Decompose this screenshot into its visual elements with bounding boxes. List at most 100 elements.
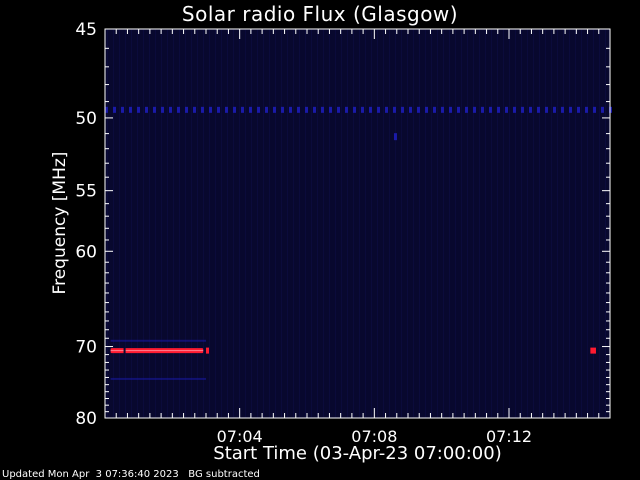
band-dot xyxy=(353,106,356,113)
x-axis-label: Start Time (03-Apr-23 07:00:00) xyxy=(213,443,502,464)
band-dot xyxy=(289,106,292,113)
band-dot xyxy=(265,106,268,113)
band-dot xyxy=(217,106,220,113)
noise-stripe xyxy=(533,29,534,418)
band-dot xyxy=(401,106,404,113)
y-tick-label: 70 xyxy=(75,338,97,358)
noise-stripe xyxy=(395,29,396,418)
noise-stripe xyxy=(149,29,150,418)
band-dot xyxy=(481,106,484,113)
background-noise xyxy=(107,29,606,418)
noise-stripe xyxy=(581,29,582,418)
noise-stripe xyxy=(329,29,330,418)
band-dot xyxy=(385,106,388,113)
x-tick-label: 07:08 xyxy=(351,427,397,446)
noise-stripe xyxy=(239,29,240,418)
noise-stripe xyxy=(335,29,336,418)
noise-stripe xyxy=(563,29,564,418)
noise-stripe xyxy=(125,29,126,418)
noise-stripe xyxy=(491,29,492,418)
band-dot xyxy=(553,106,556,113)
noise-stripe xyxy=(449,29,450,418)
band-dot xyxy=(409,106,412,113)
strong-emission-spot xyxy=(590,347,596,354)
band-dot xyxy=(433,106,436,113)
noise-stripe xyxy=(359,29,360,418)
y-tick-label: 60 xyxy=(75,242,97,262)
noise-stripe xyxy=(503,29,504,418)
band-dot xyxy=(297,106,300,113)
band-dot xyxy=(113,106,116,113)
noise-stripe xyxy=(587,29,588,418)
noise-stripe xyxy=(521,29,522,418)
noise-stripe xyxy=(221,29,222,418)
noise-stripe xyxy=(251,29,252,418)
noise-stripe xyxy=(245,29,246,418)
weak-emission-spot xyxy=(393,133,397,141)
band-dot xyxy=(497,106,500,113)
noise-stripe xyxy=(305,29,306,418)
band-dot xyxy=(425,106,428,113)
band-dot xyxy=(177,106,180,113)
band-gap xyxy=(123,347,126,354)
noise-stripe xyxy=(311,29,312,418)
noise-stripe xyxy=(605,29,606,418)
noise-stripe xyxy=(323,29,324,418)
chart-title: Solar radio Flux (Glasgow) xyxy=(181,2,459,26)
band-dot xyxy=(209,106,212,113)
band-dot xyxy=(529,106,532,113)
noise-stripe xyxy=(569,29,570,418)
noise-stripe xyxy=(473,29,474,418)
band-dot xyxy=(369,106,372,113)
band-dot xyxy=(457,106,460,113)
band-dot xyxy=(313,106,316,113)
band-dot xyxy=(601,106,604,113)
band-dot xyxy=(465,106,468,113)
update-status: Updated Mon Apr 3 07:36:40 2023 BG subtr… xyxy=(2,469,260,480)
noise-stripe xyxy=(131,29,132,418)
band-dot xyxy=(257,106,260,113)
band-dot xyxy=(241,106,244,113)
noise-stripe xyxy=(539,29,540,418)
band-dot xyxy=(537,106,540,113)
noise-stripe xyxy=(263,29,264,418)
y-tick-label: 80 xyxy=(75,409,97,429)
y-tick-label: 55 xyxy=(75,182,97,202)
noise-stripe xyxy=(515,29,516,418)
band-dot xyxy=(577,106,580,113)
band-dot xyxy=(321,106,324,113)
noise-stripe xyxy=(353,29,354,418)
x-tick-label: 07:12 xyxy=(486,427,532,446)
emission-features xyxy=(105,106,612,380)
noise-stripe xyxy=(467,29,468,418)
noise-stripe xyxy=(137,29,138,418)
noise-stripe xyxy=(191,29,192,418)
band-dot xyxy=(513,106,516,113)
band-dot xyxy=(281,106,284,113)
noise-stripe xyxy=(575,29,576,418)
noise-stripe xyxy=(173,29,174,418)
band-dot xyxy=(361,106,364,113)
noise-stripe xyxy=(287,29,288,418)
noise-stripe xyxy=(155,29,156,418)
noise-stripe xyxy=(509,29,510,418)
noise-stripe xyxy=(167,29,168,418)
band-dot xyxy=(393,106,396,113)
band-dot xyxy=(161,106,164,113)
noise-stripe xyxy=(401,29,402,418)
noise-stripe xyxy=(551,29,552,418)
noise-stripe xyxy=(377,29,378,418)
noise-stripe xyxy=(227,29,228,418)
noise-stripe xyxy=(347,29,348,418)
noise-stripe xyxy=(443,29,444,418)
x-tick-label: 07:04 xyxy=(217,427,263,446)
band-dot xyxy=(273,106,276,113)
band-dot xyxy=(201,106,204,113)
band-dot xyxy=(593,106,596,113)
noise-stripe xyxy=(485,29,486,418)
y-axis-ticks: 45 50 55 60 70 80 xyxy=(75,20,610,429)
y-axis-label: Frequency [MHz] xyxy=(50,151,70,295)
noise-stripe xyxy=(365,29,366,418)
noise-stripe xyxy=(185,29,186,418)
noise-stripe xyxy=(275,29,276,418)
